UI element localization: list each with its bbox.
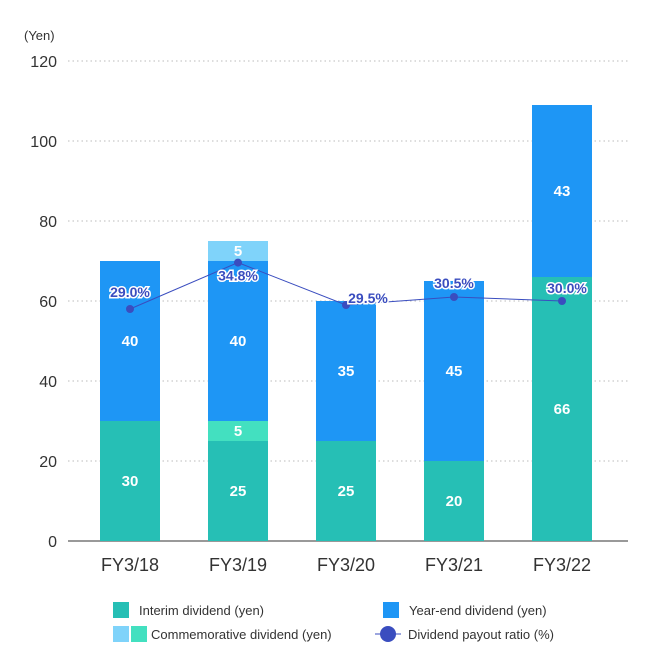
y-unit-label: (Yen) <box>24 28 55 43</box>
payout-ratio-point <box>558 297 566 305</box>
bar-value-label: 35 <box>338 363 355 380</box>
legend-label: Interim dividend (yen) <box>139 603 264 618</box>
y-tick-label: 40 <box>39 374 57 391</box>
bars: 30 40 25 5 40 5 25 35 20 45 66 43 <box>100 105 592 541</box>
payout-ratio-label: 34.8% <box>218 268 258 284</box>
bar-yearend <box>100 261 160 421</box>
bar-yearend <box>532 105 592 277</box>
y-tick-label: 120 <box>30 54 57 71</box>
bar-value-label: 40 <box>230 333 247 350</box>
legend-swatch <box>113 602 129 618</box>
bar-interim <box>424 461 484 541</box>
legend-item: Dividend payout ratio (%) <box>375 626 554 642</box>
payout-ratio-label: 30.5% <box>434 275 474 291</box>
y-tick-label: 100 <box>30 134 57 151</box>
legend-label: Commemorative dividend (yen) <box>151 627 332 642</box>
bar-value-label: 45 <box>446 363 463 380</box>
bar-value-label: 25 <box>338 483 355 500</box>
payout-ratio-point <box>450 293 458 301</box>
legend-marker-swatch <box>380 626 396 642</box>
payout-ratio-label: 29.0% <box>110 284 150 300</box>
legend-label: Dividend payout ratio (%) <box>408 627 554 642</box>
payout-ratio-point <box>234 258 242 267</box>
y-tick-label: 60 <box>39 294 57 311</box>
axes: (Yen) 0 20 40 60 80 100 120 FY3/18 FY3/19 FY3/20 F… <box>24 28 591 575</box>
legend-label: Year-end dividend (yen) <box>409 603 547 618</box>
bar-value-label: 43 <box>554 183 571 200</box>
payout-ratio-label: 29.5% <box>348 290 388 306</box>
legend-item: Year-end dividend (yen) <box>383 602 547 618</box>
payout-ratio-point <box>342 301 350 309</box>
x-tick-label: FY3/20 <box>317 555 375 575</box>
payout-line: 29.0% 34.8% 29.5% 30.5% 30.0% <box>109 258 589 313</box>
legend-swatch <box>383 602 399 618</box>
bar-interim <box>100 421 160 541</box>
bar-value-label: 25 <box>230 483 247 500</box>
bar-yearend <box>208 261 268 421</box>
x-tick-label: FY3/21 <box>425 555 483 575</box>
x-tick-label: FY3/18 <box>101 555 159 575</box>
bar-interim <box>532 277 592 541</box>
legend-item: Interim dividend (yen) <box>113 602 264 618</box>
bar-yearend <box>424 281 484 461</box>
y-tick-label: 0 <box>48 534 57 551</box>
bar-value-label: 40 <box>122 333 139 350</box>
bar-value-label: 30 <box>122 473 139 490</box>
payout-ratio-label: 30.0% <box>547 280 587 296</box>
bar-value-label: 5 <box>234 423 242 440</box>
bar-value-label: 66 <box>554 401 571 418</box>
legend-swatch <box>131 626 147 642</box>
bar-value-label: 20 <box>446 493 463 510</box>
x-tick-label: FY3/19 <box>209 555 267 575</box>
bar-value-label: 5 <box>234 243 242 260</box>
payout-ratio-point <box>126 305 134 313</box>
x-tick-label: FY3/22 <box>533 555 591 575</box>
bar-interim <box>208 441 268 541</box>
bar-yearend <box>316 301 376 441</box>
bar-commem_yearend <box>208 241 268 261</box>
bar-commem_interim <box>208 421 268 441</box>
legend: Interim dividend (yen) Year-end dividend … <box>113 602 554 642</box>
bar-interim <box>316 441 376 541</box>
y-tick-label: 80 <box>39 214 57 231</box>
legend-swatch <box>113 626 129 642</box>
legend-item: Commemorative dividend (yen) <box>113 626 332 642</box>
y-tick-label: 20 <box>39 454 57 471</box>
